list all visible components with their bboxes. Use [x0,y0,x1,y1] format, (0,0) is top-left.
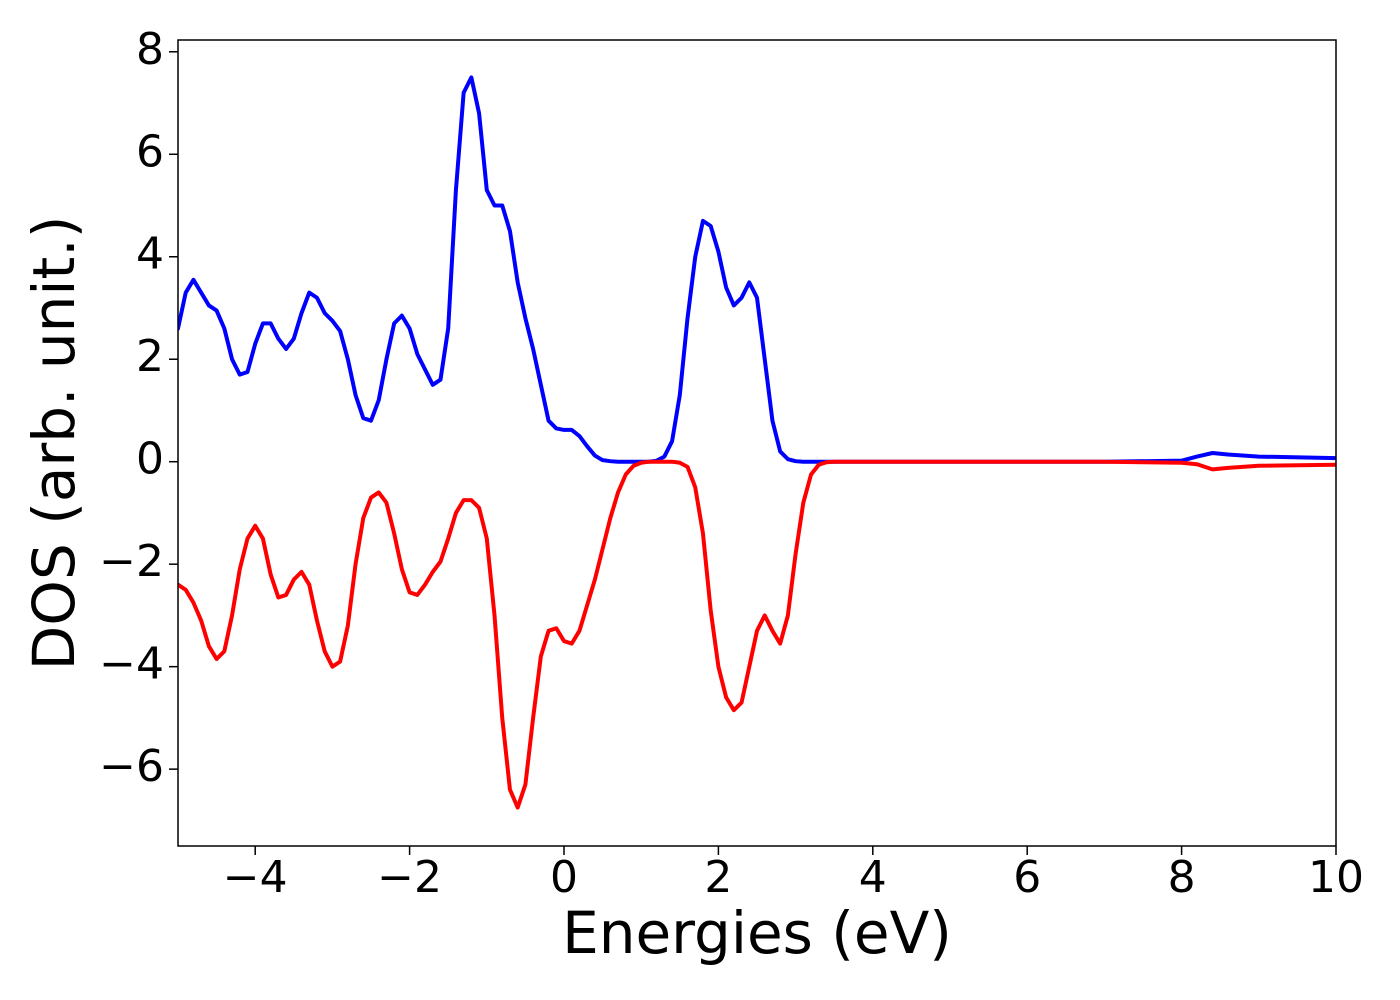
x-tick-label: 4 [859,852,887,903]
y-tick-label: −4 [99,639,164,690]
x-tick-label: −2 [377,852,442,903]
y-axis-label: DOS (arb. unit.) [20,216,88,671]
x-tick-label: 6 [1013,852,1041,903]
x-tick-label: 0 [550,852,578,903]
y-tick-label: −6 [99,741,164,792]
dos-line [178,459,1336,810]
x-axis-label: Energies (eV) [562,899,952,967]
y-tick-label: 8 [136,24,164,75]
x-tick-label: 10 [1308,852,1364,903]
plot-lines [178,75,1336,810]
y-tick-label: 0 [136,434,164,485]
y-tick-label: 2 [136,331,164,382]
x-tick-label: −4 [223,852,288,903]
plot-frame [177,39,1337,847]
dos-line [178,75,1336,464]
y-tick-label: −2 [99,536,164,587]
x-tick-label: 8 [1168,852,1196,903]
x-tick-label: 2 [704,852,732,903]
y-tick-label: 6 [136,126,164,177]
y-tick-label: 4 [136,229,164,280]
